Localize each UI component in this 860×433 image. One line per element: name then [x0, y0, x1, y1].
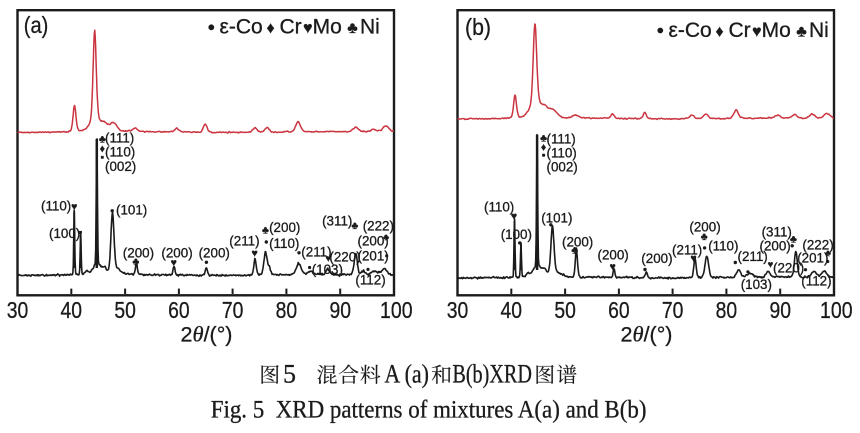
- svg-text:Fig. 5 XRD patterns of mixtur: Fig. 5 XRD patterns of mixtures A(a) and…: [211, 397, 647, 424]
- svg-text:5: 5: [283, 359, 296, 388]
- svg-text:(110): (110): [708, 239, 738, 254]
- svg-text:♥: ♥: [511, 211, 517, 223]
- svg-text:(201): (201): [358, 249, 389, 264]
- svg-text:(222): (222): [802, 238, 833, 253]
- svg-text:50: 50: [554, 297, 576, 323]
- svg-text:♦: ♦: [100, 143, 106, 155]
- svg-text:(b): (b): [465, 14, 491, 40]
- svg-text:2θ/(°): 2θ/(°): [181, 322, 233, 347]
- svg-text:2θ/(°): 2θ/(°): [621, 322, 673, 347]
- svg-text:♥: ♥: [609, 261, 615, 273]
- svg-text:♥: ♥: [768, 259, 774, 270]
- svg-text:(201): (201): [797, 251, 828, 266]
- svg-text:(200): (200): [689, 220, 720, 235]
- svg-text:ε-Co: ε-Co: [220, 16, 263, 39]
- svg-text:(100): (100): [501, 227, 532, 242]
- svg-text:30: 30: [447, 297, 469, 323]
- svg-text:B(b)XRD: B(b)XRD: [452, 359, 532, 388]
- svg-text:♣: ♣: [132, 256, 139, 268]
- svg-text:(211): (211): [738, 249, 768, 264]
- svg-text:♣: ♣: [571, 245, 578, 257]
- svg-text:80: 80: [716, 297, 738, 323]
- svg-text:♣: ♣: [825, 248, 831, 258]
- svg-text:100: 100: [380, 297, 413, 323]
- svg-text:♣: ♣: [347, 20, 358, 37]
- svg-text:(103): (103): [741, 277, 772, 292]
- svg-text:(211): (211): [672, 243, 702, 258]
- svg-text:(110): (110): [105, 145, 135, 160]
- svg-text:(211): (211): [229, 234, 259, 249]
- svg-text:(111): (111): [105, 131, 134, 146]
- svg-text:♣: ♣: [540, 133, 547, 145]
- svg-text:100: 100: [820, 297, 853, 323]
- svg-text:(110): (110): [269, 236, 299, 251]
- svg-text:A (a): A (a): [384, 359, 429, 388]
- svg-text:♥: ♥: [752, 23, 762, 40]
- svg-text:90: 90: [769, 297, 791, 323]
- svg-text:♣: ♣: [99, 133, 106, 145]
- svg-text:40: 40: [61, 297, 83, 323]
- svg-text:(311): (311): [762, 225, 792, 240]
- svg-text:♣: ♣: [351, 220, 358, 232]
- svg-text:Ni: Ni: [360, 16, 380, 39]
- svg-text:♣: ♣: [790, 234, 797, 246]
- svg-text:♥: ♥: [325, 253, 331, 264]
- svg-text:(222): (222): [363, 219, 394, 234]
- svg-text:60: 60: [168, 297, 190, 323]
- svg-text:Ni: Ni: [809, 19, 829, 42]
- svg-text:(200): (200): [641, 251, 672, 266]
- svg-text:70: 70: [662, 297, 684, 323]
- svg-text:70: 70: [222, 297, 244, 323]
- svg-text:Cr: Cr: [280, 16, 302, 39]
- svg-text:♥: ♥: [690, 253, 696, 265]
- svg-text:(110): (110): [547, 146, 577, 161]
- svg-text:(200): (200): [161, 246, 192, 261]
- svg-text:Mo: Mo: [313, 16, 342, 39]
- svg-text:50: 50: [114, 297, 136, 323]
- svg-text:(112): (112): [801, 274, 831, 289]
- svg-text:(200): (200): [760, 239, 791, 254]
- svg-text:(220): (220): [773, 261, 804, 276]
- svg-text:(200): (200): [123, 246, 154, 261]
- svg-text:♣: ♣: [383, 232, 389, 242]
- svg-text:♦: ♦: [716, 23, 724, 40]
- svg-text:(112): (112): [355, 273, 385, 288]
- svg-text:(311): (311): [322, 214, 352, 229]
- svg-text:(101): (101): [541, 211, 572, 226]
- svg-text:(002): (002): [547, 160, 578, 175]
- svg-text:♣: ♣: [796, 23, 807, 40]
- svg-text:(200): (200): [598, 248, 629, 263]
- svg-text:(110): (110): [41, 199, 71, 214]
- svg-text:Mo: Mo: [762, 19, 791, 42]
- svg-text:80: 80: [276, 297, 298, 323]
- svg-text:60: 60: [608, 297, 630, 323]
- svg-text:30: 30: [7, 297, 29, 323]
- svg-text:(002): (002): [105, 159, 136, 174]
- svg-text:(103): (103): [312, 262, 343, 277]
- svg-text:(a): (a): [24, 12, 49, 38]
- svg-text:♥: ♥: [71, 201, 77, 213]
- svg-text:♣: ♣: [701, 231, 708, 243]
- svg-text:♥: ♥: [251, 248, 257, 260]
- svg-text:40: 40: [501, 297, 523, 323]
- svg-text:(110): (110): [484, 200, 514, 215]
- svg-text:(211): (211): [301, 245, 331, 260]
- svg-text:(200): (200): [562, 235, 593, 250]
- svg-text:♥: ♥: [303, 20, 313, 37]
- svg-text:(200): (200): [269, 220, 300, 235]
- svg-text:(200): (200): [199, 246, 230, 261]
- svg-text:ε-Co: ε-Co: [669, 19, 712, 42]
- svg-text:(111): (111): [547, 132, 576, 147]
- svg-text:♦: ♦: [541, 142, 547, 154]
- svg-text:(100): (100): [49, 226, 80, 241]
- svg-text:(220): (220): [329, 250, 360, 265]
- svg-text:(200): (200): [358, 234, 389, 249]
- svg-text:♥: ♥: [171, 257, 177, 269]
- svg-text:90: 90: [329, 297, 351, 323]
- svg-text:♦: ♦: [267, 20, 275, 37]
- svg-text:(101): (101): [116, 203, 147, 218]
- svg-text:Cr: Cr: [729, 19, 751, 42]
- svg-text:♣: ♣: [262, 224, 269, 236]
